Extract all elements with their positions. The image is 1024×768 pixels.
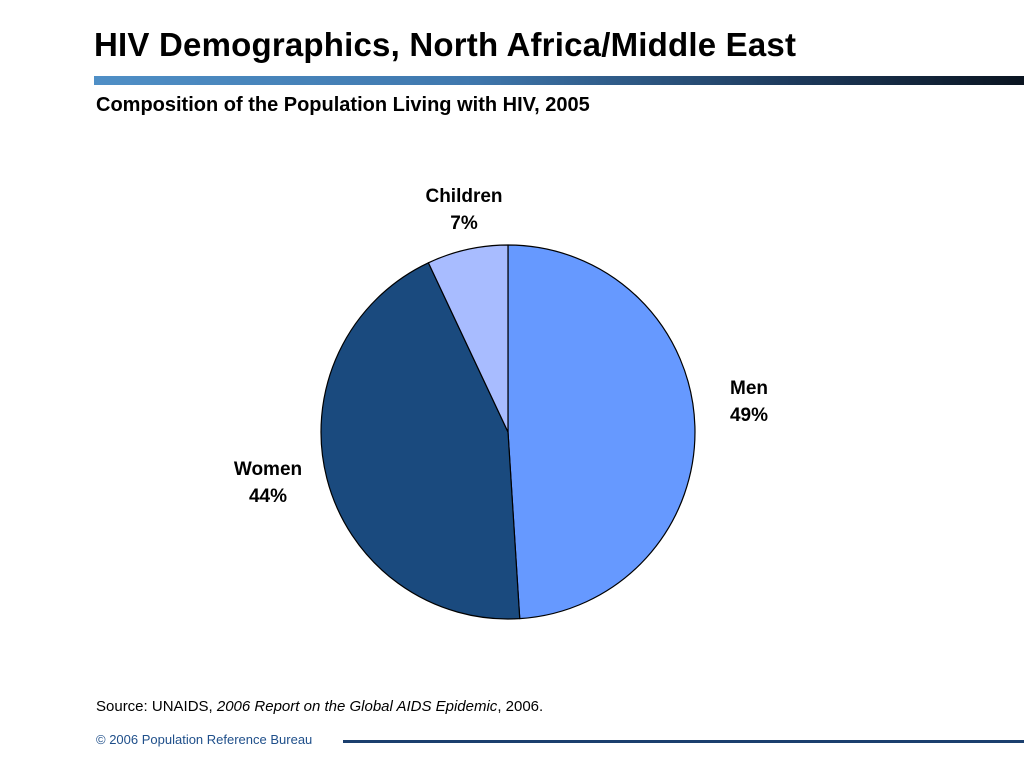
slice-value-men: 49%: [730, 405, 768, 426]
pie-slices: [320, 244, 696, 620]
footer-divider: [343, 740, 1024, 743]
source-suffix: , 2006.: [497, 698, 544, 715]
pie-slice-children: [427, 244, 509, 433]
copyright-footer: © 2006 Population Reference Bureau: [96, 732, 313, 747]
chart-subtitle: Composition of the Population Living wit…: [96, 94, 590, 116]
slice-value-children: 7%: [450, 213, 478, 234]
source-note: Source: UNAIDS, 2006 Report on the Globa…: [96, 698, 543, 715]
slice-label-women: Women: [234, 459, 302, 480]
source-prefix: Source: UNAIDS,: [96, 698, 217, 715]
slice-label-men: Men: [730, 378, 768, 399]
slice-value-women: 44%: [249, 486, 287, 507]
slice-label-children: Children: [425, 186, 502, 207]
title-divider: [94, 76, 1024, 85]
pie-slice-men: [507, 244, 696, 620]
slide-title: HIV Demographics, North Africa/Middle Ea…: [94, 26, 797, 63]
source-report-title: 2006 Report on the Global AIDS Epidemic: [216, 698, 498, 715]
pie-labels: Men 49% Women 44% Children 7%: [234, 186, 768, 507]
